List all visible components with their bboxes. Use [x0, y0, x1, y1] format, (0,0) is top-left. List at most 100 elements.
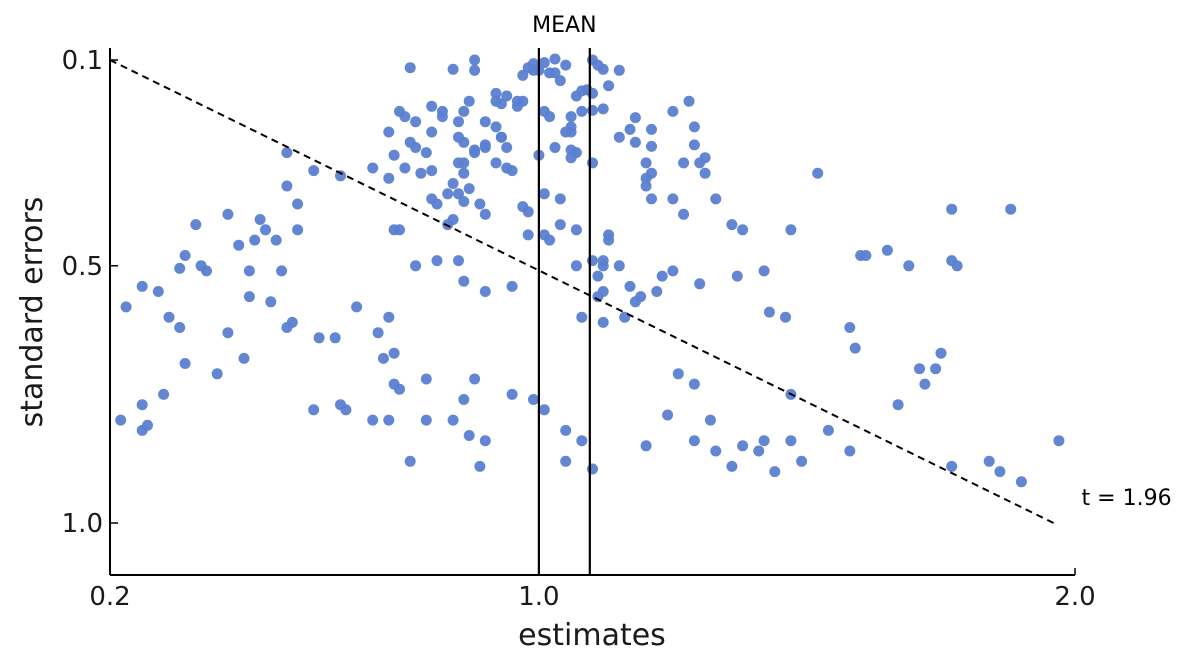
data-point [613, 260, 625, 272]
data-point [426, 165, 438, 177]
data-point [335, 170, 346, 182]
data-point [726, 460, 738, 472]
x-axis-title: estimates [518, 618, 666, 653]
data-point [420, 147, 432, 159]
data-point [587, 157, 598, 169]
data-point [469, 64, 481, 76]
data-point [351, 301, 363, 313]
data-point [587, 463, 598, 475]
data-point [254, 214, 266, 225]
data-point [994, 466, 1006, 478]
data-point [383, 172, 395, 184]
data-point [163, 311, 175, 323]
data-point [592, 291, 604, 303]
data-point [501, 142, 513, 153]
data-point [560, 455, 572, 467]
data-point [383, 126, 395, 138]
data-point [935, 347, 947, 359]
data-point [329, 332, 341, 344]
data-point [785, 435, 797, 447]
data-point [120, 301, 132, 313]
data-point [780, 311, 791, 323]
data-point [458, 136, 470, 148]
data-point [592, 270, 604, 282]
data-point [946, 460, 958, 472]
data-point [426, 100, 438, 112]
data-point [404, 62, 416, 74]
data-point [651, 286, 663, 297]
data-point [281, 322, 293, 333]
data-point [463, 430, 475, 441]
data-point [222, 327, 234, 339]
vertical-lines [537, 48, 591, 575]
data-point [447, 414, 459, 426]
data-point [447, 214, 459, 225]
data-point [597, 316, 609, 328]
data-point [158, 388, 170, 400]
data-point [860, 250, 872, 261]
data-point [179, 250, 191, 261]
data-point [570, 260, 582, 272]
data-point [420, 414, 432, 426]
data-point [174, 322, 186, 333]
data-point [388, 149, 400, 161]
data-point [522, 229, 534, 241]
data-point [613, 131, 625, 143]
data-point [179, 358, 191, 369]
data-point [560, 59, 572, 71]
data-point [367, 162, 379, 174]
data-point [737, 224, 749, 236]
data-point [554, 193, 566, 205]
data-point [629, 136, 641, 148]
data-point [1015, 476, 1027, 488]
data-point [849, 342, 861, 354]
data-point [453, 116, 464, 128]
x-ticks: 0.2 1.0 2.0 [89, 568, 1096, 612]
data-point [201, 265, 212, 277]
data-point [538, 57, 550, 69]
data-point [587, 104, 598, 116]
data-point [688, 139, 700, 151]
data-point [281, 147, 293, 159]
data-point [522, 206, 534, 218]
data-point [903, 260, 915, 272]
data-point [640, 180, 652, 192]
data-point [646, 123, 657, 135]
y-tick-label: 1.0 [62, 509, 103, 539]
data-point [415, 167, 427, 179]
data-point [152, 286, 164, 297]
data-point [372, 327, 384, 339]
data-point [844, 445, 856, 457]
data-point [554, 75, 566, 87]
data-point [377, 352, 389, 364]
data-point [603, 229, 615, 241]
data-point [699, 167, 711, 179]
data-point [688, 378, 700, 390]
data-point [528, 394, 539, 405]
data-point [115, 414, 127, 426]
data-point [758, 435, 770, 447]
data-point [233, 239, 245, 251]
data-point [951, 260, 963, 272]
data-point [260, 224, 271, 236]
data-point [565, 111, 577, 123]
data-point [367, 414, 379, 426]
data-point [463, 95, 475, 107]
data-point [544, 67, 556, 79]
data-point [238, 352, 250, 364]
data-point [495, 98, 507, 110]
data-point [1053, 435, 1065, 447]
data-point [688, 121, 700, 133]
data-point [704, 414, 716, 426]
data-point [479, 208, 491, 220]
data-point [737, 440, 749, 452]
data-point [629, 112, 641, 124]
data-point [292, 198, 304, 210]
data-point [399, 162, 411, 174]
data-point [479, 286, 491, 297]
data-point [458, 275, 470, 287]
data-point [576, 105, 588, 117]
data-point [431, 255, 443, 267]
data-point [474, 198, 486, 210]
data-point [506, 388, 518, 400]
